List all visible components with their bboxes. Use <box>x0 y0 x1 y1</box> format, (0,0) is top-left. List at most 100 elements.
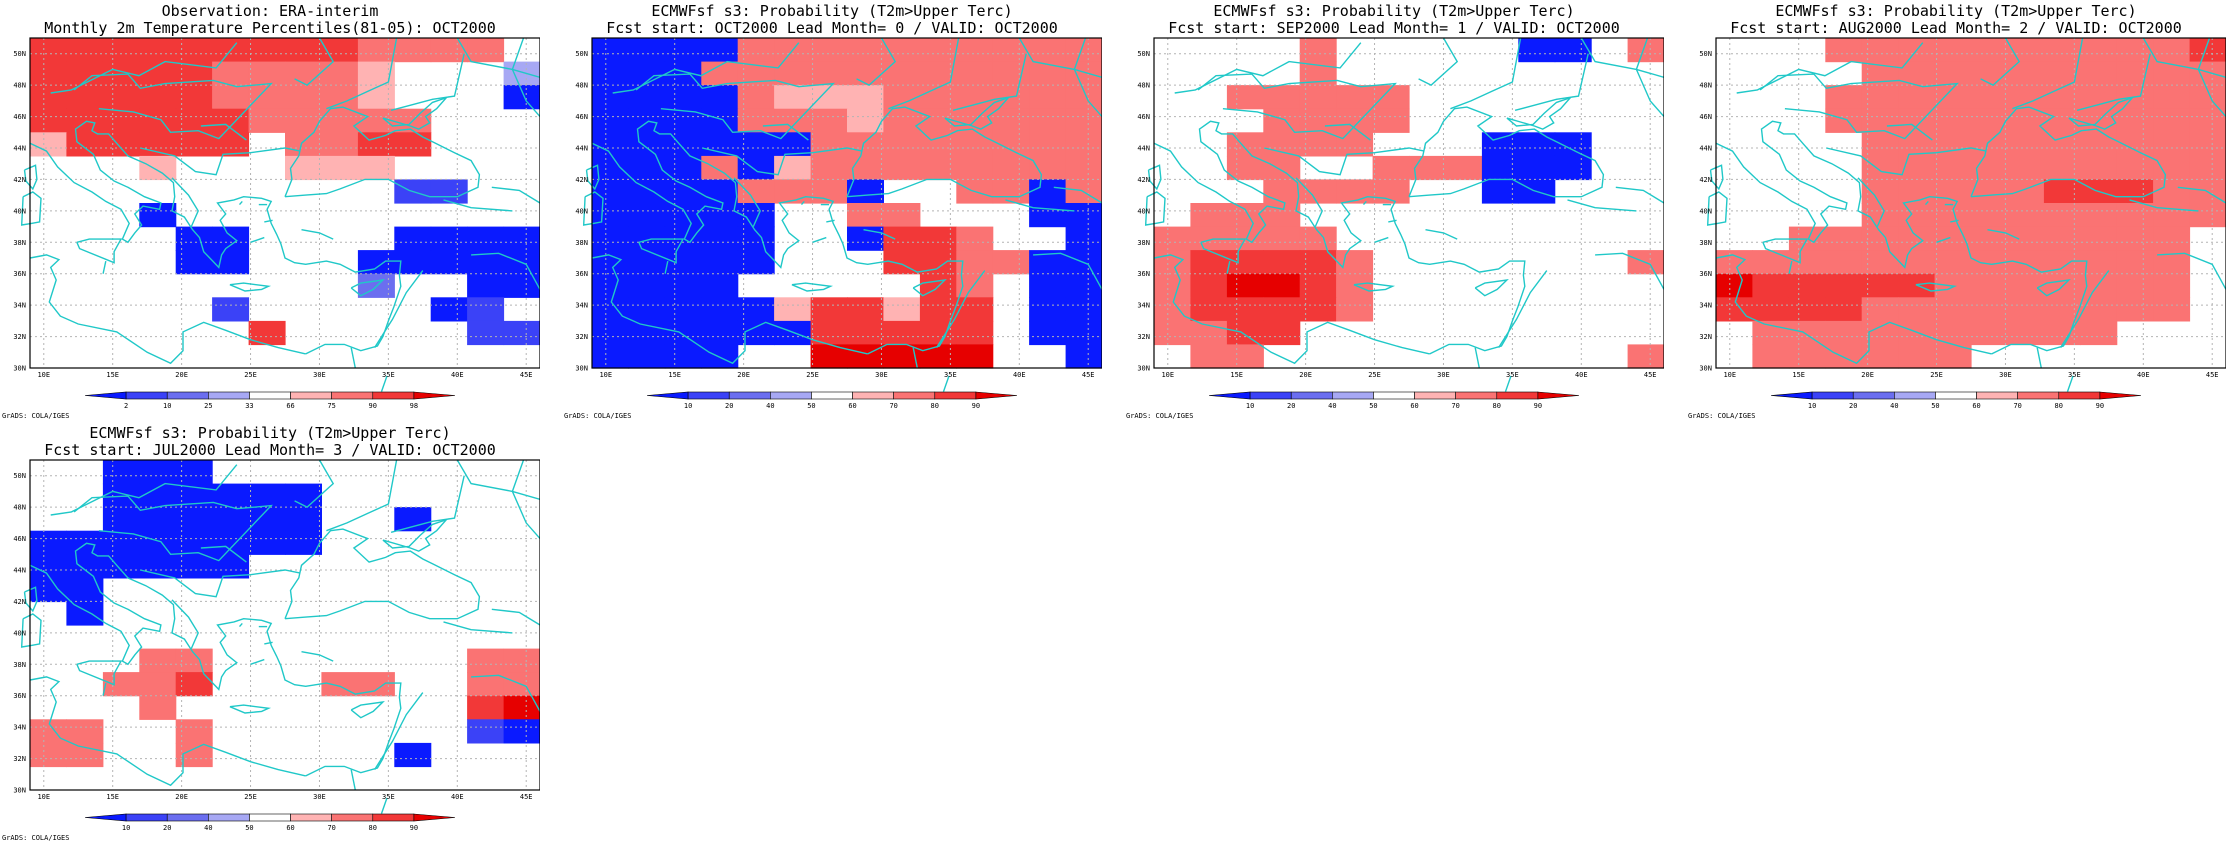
coastline <box>582 191 604 226</box>
grid-cell <box>701 108 739 133</box>
latitude-label: 46N <box>1699 113 1712 121</box>
grid-cell <box>467 297 505 322</box>
coastline <box>585 164 600 191</box>
coastline <box>456 459 540 500</box>
coastline <box>812 236 827 243</box>
longitude-label: 15E <box>668 371 681 379</box>
latitude-labels: 30N 32N 34N 36N 38N 40N 42N 44N 46N 48N 50N 10E 15E 2… <box>1137 50 1656 379</box>
grid-cell <box>883 203 921 228</box>
coastline <box>2036 347 2042 369</box>
grid-cell <box>1716 273 1753 298</box>
grid-cell <box>664 179 702 204</box>
grid-cell <box>1029 85 1067 110</box>
grid-cell <box>956 38 994 63</box>
latitude-label: 38N <box>13 239 26 247</box>
grid-cell <box>701 132 739 157</box>
grid-cell <box>919 344 957 369</box>
colorbar-label: 10 <box>163 402 171 410</box>
grid-cell <box>883 344 921 369</box>
grid-cell <box>139 132 177 157</box>
grid-cell <box>102 132 140 157</box>
coastline <box>856 37 897 86</box>
grid-cell <box>1226 203 1264 228</box>
grid-cell <box>1971 203 2008 228</box>
grid-cell <box>1263 108 1301 133</box>
grid-cell <box>992 250 1030 275</box>
colorbar-label: 80 <box>2055 402 2063 410</box>
colorbar-label: 20 <box>163 824 171 832</box>
colorbar-segment <box>852 391 894 400</box>
colorbar-label: 90 <box>2096 402 2104 410</box>
grid-cell <box>1029 320 1067 346</box>
grid-cell <box>102 507 140 532</box>
grid-cell <box>628 179 666 204</box>
colorbar-segment <box>413 813 456 822</box>
grid-cell <box>102 530 140 555</box>
latitude-label: 42N <box>575 176 588 184</box>
grid-cell <box>66 742 104 768</box>
colorbar-label: 40 <box>766 402 774 410</box>
grid-cell <box>992 179 1030 204</box>
grid-cell <box>2189 155 2226 181</box>
grid-cell <box>919 108 957 133</box>
grads-credit: GrADS: COLA/IGES <box>2 412 70 420</box>
grid-cell <box>1898 344 1936 369</box>
grid-cell <box>701 226 739 251</box>
latitude-label: 40N <box>13 207 26 215</box>
grid-cell <box>628 155 666 181</box>
grid-cell <box>66 719 104 744</box>
grid-cell <box>992 155 1030 181</box>
longitude-label: 35E <box>944 371 957 379</box>
grid-cell <box>1971 132 2008 157</box>
grid-cell <box>2007 61 2045 86</box>
grid-cell <box>2153 297 2191 322</box>
longitude-label: 20E <box>737 371 750 379</box>
grid-cell <box>2153 203 2191 228</box>
map-plot: 30N 32N 34N 36N 38N 40N 42N 44N 46N 48N 50N 10E 15E 2… <box>1699 37 2226 410</box>
coastline <box>294 459 335 508</box>
coastline <box>1374 236 1389 243</box>
grid-cell <box>592 250 629 275</box>
grid-cell <box>1971 85 2008 110</box>
grid-cell <box>30 38 67 63</box>
colorbar-segment <box>975 391 1018 400</box>
latitude-label: 44N <box>1699 145 1712 153</box>
grid-cell <box>628 297 666 322</box>
coastline <box>301 651 334 662</box>
grid-cell <box>1934 250 1972 275</box>
panel-title: Observation: ERA-interim <box>161 2 379 20</box>
coastline <box>350 769 356 791</box>
colorbar-label: 75 <box>327 402 335 410</box>
grid-cell <box>1934 155 1972 181</box>
colorbar-label: 50 <box>807 402 815 410</box>
grid-cell <box>1263 226 1301 251</box>
grid-cell <box>1971 320 2008 346</box>
longitude-label: 20E <box>175 793 188 801</box>
longitude-label: 45E <box>1082 371 1095 379</box>
grid-cell <box>847 179 884 204</box>
longitude-label: 35E <box>382 371 395 379</box>
coastline <box>1144 191 1166 226</box>
grads-credit: GrADS: COLA/IGES <box>1688 412 1756 420</box>
grid-cell <box>847 108 884 133</box>
grid-cell <box>430 226 468 251</box>
latitude-label: 30N <box>1137 365 1150 373</box>
grid-cell <box>847 61 884 86</box>
colorbar-label: 60 <box>1972 402 1980 410</box>
grid-cell <box>592 297 629 322</box>
colorbar-segment <box>1811 391 1854 400</box>
coastline <box>238 622 243 628</box>
coastline <box>1353 282 1396 292</box>
map-frame <box>29 37 540 369</box>
coastline <box>264 641 273 645</box>
grid-cell <box>1154 226 1191 251</box>
grid-cell <box>503 719 540 744</box>
grid-cell <box>30 530 67 555</box>
longitude-label: 35E <box>1506 371 1519 379</box>
grid-cell <box>1752 344 1790 369</box>
grid-cell <box>1788 344 1826 369</box>
coastline <box>1970 106 2167 198</box>
grid-cell <box>592 85 629 110</box>
grid-cell <box>139 155 177 181</box>
grid-cell <box>1518 132 1556 157</box>
